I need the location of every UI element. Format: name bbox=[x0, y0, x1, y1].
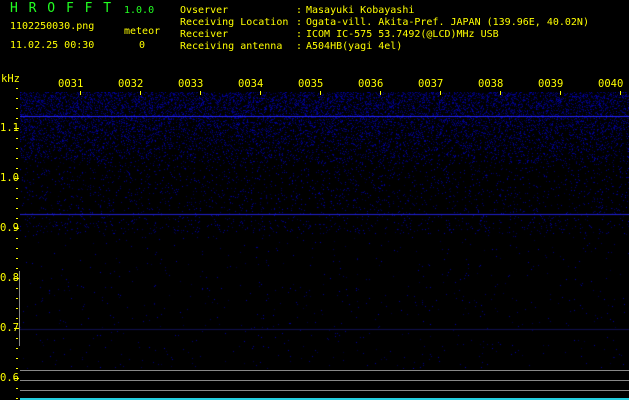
freq-minor-tick bbox=[16, 398, 18, 399]
time-label: 0036 bbox=[358, 78, 384, 90]
freq-minor-tick bbox=[16, 138, 18, 139]
time-tick bbox=[500, 91, 501, 95]
freq-minor-tick bbox=[16, 218, 18, 219]
freq-minor-tick bbox=[16, 338, 18, 339]
spectrogram bbox=[20, 92, 629, 369]
info-key: Receiving antenna bbox=[180, 41, 283, 52]
info-value: Masayuki Kobayashi bbox=[306, 5, 415, 16]
freq-minor-tick bbox=[16, 108, 18, 109]
info-value: Ogata-vill. Akita-Pref. JAPAN (139.96E, … bbox=[306, 17, 589, 28]
gridline bbox=[20, 390, 629, 391]
time-tick bbox=[260, 91, 261, 95]
time-tick bbox=[140, 91, 141, 95]
freq-minor-tick bbox=[16, 208, 18, 209]
freq-minor-tick bbox=[16, 88, 18, 89]
info-key: Receiver bbox=[180, 29, 229, 40]
time-tick bbox=[380, 91, 381, 95]
freq-minor-tick bbox=[16, 188, 18, 189]
freq-minor-tick bbox=[16, 148, 18, 149]
time-tick bbox=[620, 91, 621, 95]
freq-minor-tick bbox=[16, 388, 18, 389]
time-label: 0035 bbox=[298, 78, 324, 90]
gridline bbox=[20, 380, 629, 381]
freq-minor-tick bbox=[16, 358, 18, 359]
freq-major-tick bbox=[14, 228, 19, 229]
freq-minor-tick bbox=[16, 158, 18, 159]
freq-minor-tick bbox=[16, 198, 18, 199]
freq-major-tick bbox=[14, 278, 19, 279]
time-label: 0040 bbox=[598, 78, 624, 90]
freq-minor-tick bbox=[16, 368, 18, 369]
file-name: 1102250030.png bbox=[10, 21, 95, 32]
freq-label: 1.1 bbox=[0, 122, 19, 134]
freq-major-tick bbox=[14, 128, 19, 129]
app-version: 1.0.0 bbox=[124, 5, 155, 16]
time-label: 0039 bbox=[538, 78, 564, 90]
freq-major-tick bbox=[14, 178, 19, 179]
level-bar bbox=[19, 271, 20, 346]
freq-major-tick bbox=[14, 378, 19, 379]
file-datetime: 11.02.25 00:30 bbox=[10, 40, 95, 51]
time-tick bbox=[320, 91, 321, 95]
detection-bar bbox=[20, 398, 629, 400]
freq-minor-tick bbox=[16, 258, 18, 259]
freq-minor-tick bbox=[16, 308, 18, 309]
time-tick bbox=[200, 91, 201, 95]
meteor-count: 0 bbox=[139, 40, 146, 51]
gridline bbox=[20, 370, 629, 371]
info-key: Receiving Location bbox=[180, 17, 289, 28]
freq-major-tick bbox=[14, 328, 19, 329]
freq-minor-tick bbox=[16, 118, 18, 119]
meteor-label: meteor bbox=[124, 26, 161, 37]
info-colon: : bbox=[296, 5, 303, 16]
freq-label: 0.9 bbox=[0, 222, 19, 234]
info-value: A504HB(yagi 4el) bbox=[306, 41, 403, 52]
freq-minor-tick bbox=[16, 318, 18, 319]
time-tick bbox=[440, 91, 441, 95]
info-value: ICOM IC-575 53.7492(@LCD)MHz USB bbox=[306, 29, 499, 40]
time-label: 0037 bbox=[418, 78, 444, 90]
freq-minor-tick bbox=[16, 268, 18, 269]
time-label: 0032 bbox=[118, 78, 144, 90]
app-title: H R O F F T bbox=[10, 1, 113, 16]
freq-minor-tick bbox=[16, 168, 18, 169]
freq-minor-tick bbox=[16, 238, 18, 239]
time-tick bbox=[80, 91, 81, 95]
time-tick bbox=[560, 91, 561, 95]
time-label: 0038 bbox=[478, 78, 504, 90]
info-colon: : bbox=[296, 29, 303, 40]
freq-label: 0.7 bbox=[0, 322, 19, 334]
info-colon: : bbox=[296, 41, 303, 52]
freq-label: 0.6 bbox=[0, 372, 19, 384]
freq-minor-tick bbox=[16, 248, 18, 249]
freq-minor-tick bbox=[16, 298, 18, 299]
freq-label: 0.8 bbox=[0, 272, 19, 284]
info-colon: : bbox=[296, 17, 303, 28]
time-label: 0034 bbox=[238, 78, 264, 90]
freq-minor-tick bbox=[16, 348, 18, 349]
time-label: 0031 bbox=[58, 78, 84, 90]
time-label: 0033 bbox=[178, 78, 204, 90]
freq-minor-tick bbox=[16, 288, 18, 289]
freq-minor-tick bbox=[16, 98, 18, 99]
freq-label: 1.0 bbox=[0, 172, 19, 184]
unit-label: kHz bbox=[1, 73, 20, 85]
info-key: Ovserver bbox=[180, 5, 229, 16]
